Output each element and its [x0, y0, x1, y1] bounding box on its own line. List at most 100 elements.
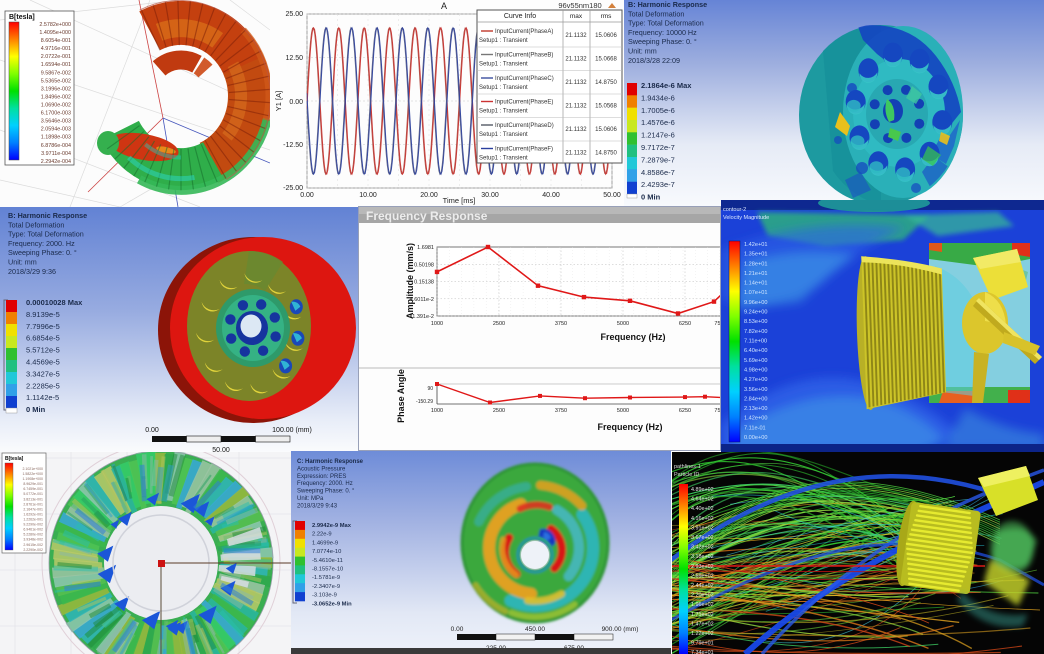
svg-text:50.00: 50.00: [212, 447, 230, 452]
svg-text:3.9711e-004: 3.9711e-004: [41, 151, 71, 157]
svg-text:2.9942e-9 Max: 2.9942e-9 Max: [312, 523, 352, 529]
svg-text:1.47e+02: 1.47e+02: [691, 621, 714, 627]
svg-text:Total Deformation: Total Deformation: [8, 220, 64, 229]
svg-text:Frequency: 2000. Hz: Frequency: 2000. Hz: [8, 239, 75, 248]
svg-text:1000: 1000: [431, 408, 443, 414]
svg-text:contour-2: contour-2: [723, 207, 746, 213]
svg-text:21.1132: 21.1132: [565, 80, 587, 86]
svg-text:1.5822e+000: 1.5822e+000: [22, 472, 43, 476]
svg-text:Acoustic Pressure: Acoustic Pressure: [297, 466, 346, 472]
svg-text:3.56e+00: 3.56e+00: [744, 387, 768, 393]
svg-text:Unit: mm: Unit: mm: [8, 258, 37, 267]
svg-text:1.4576e-6: 1.4576e-6: [641, 118, 675, 127]
svg-text:6.1700e-003: 6.1700e-003: [41, 111, 71, 117]
svg-text:1.4095e+000: 1.4095e+000: [39, 30, 71, 36]
svg-text:2018/3/28 22:09: 2018/3/28 22:09: [628, 56, 680, 65]
svg-text:21.1132: 21.1132: [565, 57, 587, 63]
svg-text:2.0594e-003: 2.0594e-003: [41, 127, 71, 133]
svg-text:3.8213e-001: 3.8213e-001: [23, 497, 43, 501]
svg-text:Setup1 : Transient: Setup1 : Transient: [479, 156, 528, 162]
svg-text:4.89e+02: 4.89e+02: [691, 487, 714, 493]
svg-text:4.40e+02: 4.40e+02: [691, 506, 714, 512]
svg-text:1.2147e-6: 1.2147e-6: [641, 131, 675, 140]
svg-text:5.2280e-002: 5.2280e-002: [23, 533, 43, 537]
svg-text:20.00: 20.00: [420, 192, 438, 199]
svg-text:3750: 3750: [555, 408, 567, 414]
svg-text:6250: 6250: [679, 408, 691, 414]
svg-text:5.69e+00: 5.69e+00: [744, 358, 768, 364]
svg-text:4.98e+00: 4.98e+00: [744, 367, 768, 373]
svg-text:-25.00: -25.00: [283, 185, 303, 192]
svg-text:2.13e+00: 2.13e+00: [744, 406, 768, 412]
svg-text:8.9139e-5: 8.9139e-5: [26, 310, 60, 319]
svg-text:15.0568: 15.0568: [595, 104, 617, 110]
svg-text:3.91e+02: 3.91e+02: [691, 525, 714, 531]
svg-text:9.5867e-002: 9.5867e-002: [41, 70, 71, 76]
svg-text:1.1908e+000: 1.1908e+000: [22, 477, 43, 481]
svg-text:4.4569e-5: 4.4569e-5: [26, 358, 60, 367]
svg-text:8.6054e-001: 8.6054e-001: [41, 38, 71, 44]
svg-text:1.07e+01: 1.07e+01: [744, 290, 768, 296]
svg-text:6.6854e-5: 6.6854e-5: [26, 334, 60, 343]
svg-text:9.79e+01: 9.79e+01: [691, 641, 714, 647]
svg-text:A: A: [441, 1, 447, 11]
svg-text:-8.1557e-10: -8.1557e-10: [312, 567, 343, 573]
svg-text:9.2290e-002: 9.2290e-002: [23, 523, 43, 527]
svg-text:0.00: 0.00: [300, 192, 314, 199]
svg-text:2.5782e+000: 2.5782e+000: [39, 22, 71, 28]
svg-text:6.8786e-004: 6.8786e-004: [41, 143, 71, 149]
svg-text:2.69e+02: 2.69e+02: [691, 573, 714, 579]
svg-text:1000: 1000: [431, 321, 443, 327]
svg-text:7.7996e-5: 7.7996e-5: [26, 322, 60, 331]
svg-text:0.00: 0.00: [289, 99, 303, 106]
svg-text:Frequency: 2000. Hz: Frequency: 2000. Hz: [297, 481, 353, 487]
svg-text:1.0690e-002: 1.0690e-002: [41, 103, 71, 109]
svg-text:4.6011e-2: 4.6011e-2: [410, 297, 434, 303]
svg-text:6.7459e-001: 6.7459e-001: [23, 487, 43, 491]
svg-text:21.1132: 21.1132: [565, 151, 587, 157]
svg-text:1.7005e-6: 1.7005e-6: [641, 106, 675, 115]
svg-text:1.6981: 1.6981: [417, 245, 434, 251]
svg-text:7.34e+01: 7.34e+01: [691, 650, 714, 654]
svg-text:1.2262e-001: 1.2262e-001: [23, 518, 43, 522]
svg-text:2.93e+02: 2.93e+02: [691, 564, 714, 570]
svg-text:0.50198: 0.50198: [414, 263, 434, 269]
svg-text:2018/3/29 9:43: 2018/3/29 9:43: [297, 503, 338, 509]
svg-text:InputCurrent(PhaseF): InputCurrent(PhaseF): [495, 147, 553, 153]
svg-text:9.7172e-7: 9.7172e-7: [641, 143, 675, 152]
svg-text:12.50: 12.50: [285, 55, 303, 62]
svg-text:21.1132: 21.1132: [565, 33, 587, 39]
svg-text:1.22e+02: 1.22e+02: [691, 631, 714, 637]
svg-text:100.00 (mm): 100.00 (mm): [272, 427, 312, 434]
svg-text:0 Min: 0 Min: [26, 405, 46, 414]
svg-text:Type: Total Deformation: Type: Total Deformation: [628, 19, 704, 28]
svg-text:Type: Total Deformation: Type: Total Deformation: [8, 230, 84, 239]
svg-text:5000: 5000: [617, 321, 629, 327]
svg-text:1.4699e-9: 1.4699e-9: [312, 540, 338, 546]
svg-text:-2.3407e-9: -2.3407e-9: [312, 584, 340, 590]
svg-text:6.9461e-002: 6.9461e-002: [23, 528, 43, 532]
svg-text:1.96e+02: 1.96e+02: [691, 602, 714, 608]
svg-text:2018/3/29 9:36: 2018/3/29 9:36: [8, 267, 56, 276]
svg-text:4.27e+00: 4.27e+00: [744, 377, 768, 383]
svg-text:8.53e+00: 8.53e+00: [744, 319, 768, 325]
svg-text:Y1 [A]: Y1 [A]: [274, 91, 283, 111]
svg-text:2.4293e-7: 2.4293e-7: [641, 180, 675, 189]
svg-text:96v55nm180: 96v55nm180: [558, 1, 601, 10]
svg-text:5.0772e-001: 5.0772e-001: [23, 492, 43, 496]
svg-text:Sweeping Phase: 0. °: Sweeping Phase: 0. °: [628, 37, 697, 46]
svg-text:B: Harmonic Response: B: Harmonic Response: [8, 211, 87, 220]
svg-text:C: Harmonic Response: C: Harmonic Response: [297, 459, 364, 465]
svg-text:Setup1 : Transient: Setup1 : Transient: [479, 132, 528, 138]
svg-text:8.9629e-001: 8.9629e-001: [23, 482, 43, 486]
svg-text:2.0722e-001: 2.0722e-001: [41, 54, 71, 60]
svg-text:InputCurrent(PhaseC): InputCurrent(PhaseC): [495, 76, 554, 82]
svg-text:40.00: 40.00: [542, 192, 560, 199]
svg-text:2.84e+00: 2.84e+00: [744, 396, 768, 402]
svg-text:7.82e+00: 7.82e+00: [744, 329, 768, 335]
svg-text:1.14e+01: 1.14e+01: [744, 281, 768, 287]
svg-text:5.5712e-5: 5.5712e-5: [26, 346, 60, 355]
svg-text:2.2285e-5: 2.2285e-5: [26, 381, 60, 390]
svg-text:3.18e+02: 3.18e+02: [691, 554, 714, 560]
svg-text:Total Deformation: Total Deformation: [628, 9, 684, 18]
